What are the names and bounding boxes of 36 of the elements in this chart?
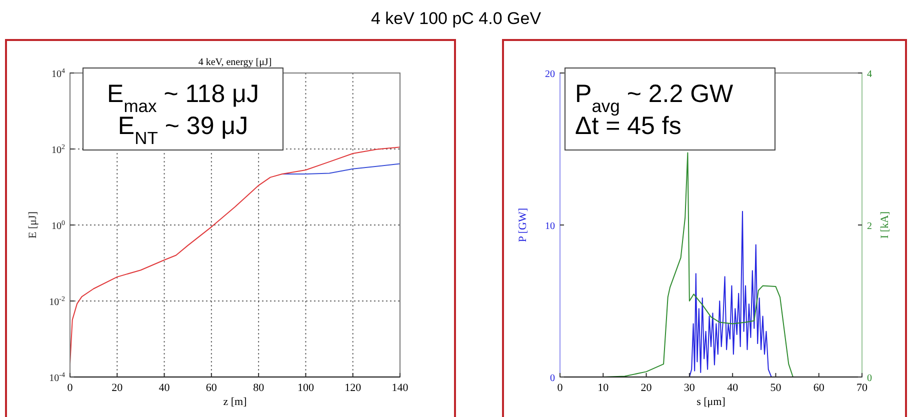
x-tick-label: 80: [253, 382, 265, 394]
x-tick-label: 140: [392, 382, 409, 394]
x-tick-label: 60: [813, 382, 825, 394]
y-tick-label: 10$^{0}$: [52, 219, 66, 232]
x-tick-label: 50: [770, 382, 782, 394]
y-tick-label: 10: [545, 221, 555, 232]
x-axis-title: z [m]: [223, 396, 247, 408]
y-axis-title: E [μJ]: [27, 212, 39, 238]
y-tick-label: 10$^{-4}$: [49, 371, 66, 384]
line-series: [282, 163, 400, 174]
x-tick-label: 120: [344, 382, 362, 394]
x-tick-label: 10: [598, 382, 610, 394]
annotation: P$_{avg}$ ~ 2.2 GW: [575, 80, 734, 116]
x-tick-label: 20: [640, 382, 652, 394]
x-tick-label: 70: [856, 382, 868, 394]
y2-tick-label: 2: [867, 221, 872, 232]
text: 4 keV 100 pC 4.0 GeV: [370, 9, 542, 28]
x-tick-label: 40: [158, 382, 170, 394]
x-axis-title: s [μm]: [696, 396, 726, 408]
y-tick-label: 20: [545, 69, 555, 80]
x-tick-label: 40: [727, 382, 739, 394]
y2-axis-title: I [kA]: [879, 211, 891, 239]
y-axis-title: P [GW]: [517, 208, 529, 242]
y-tick-label: 0: [550, 373, 555, 384]
x-tick-label: 100: [297, 382, 314, 394]
y2-tick-label: 4: [867, 69, 872, 80]
y-tick-label: 10$^{-2}$: [49, 295, 66, 308]
y2-tick-label: 0: [867, 373, 872, 384]
x-tick-label: 30: [684, 382, 696, 394]
chart-title: 4 keV, energy [μJ]: [198, 57, 272, 68]
y-tick-label: 10$^{2}$: [52, 143, 66, 156]
x-tick-label: 0: [557, 382, 564, 394]
x-tick-label: 0: [67, 382, 74, 394]
y-tick-label: 10$^{4}$: [52, 67, 66, 80]
x-tick-label: 60: [206, 382, 218, 394]
x-tick-label: 20: [112, 382, 124, 394]
